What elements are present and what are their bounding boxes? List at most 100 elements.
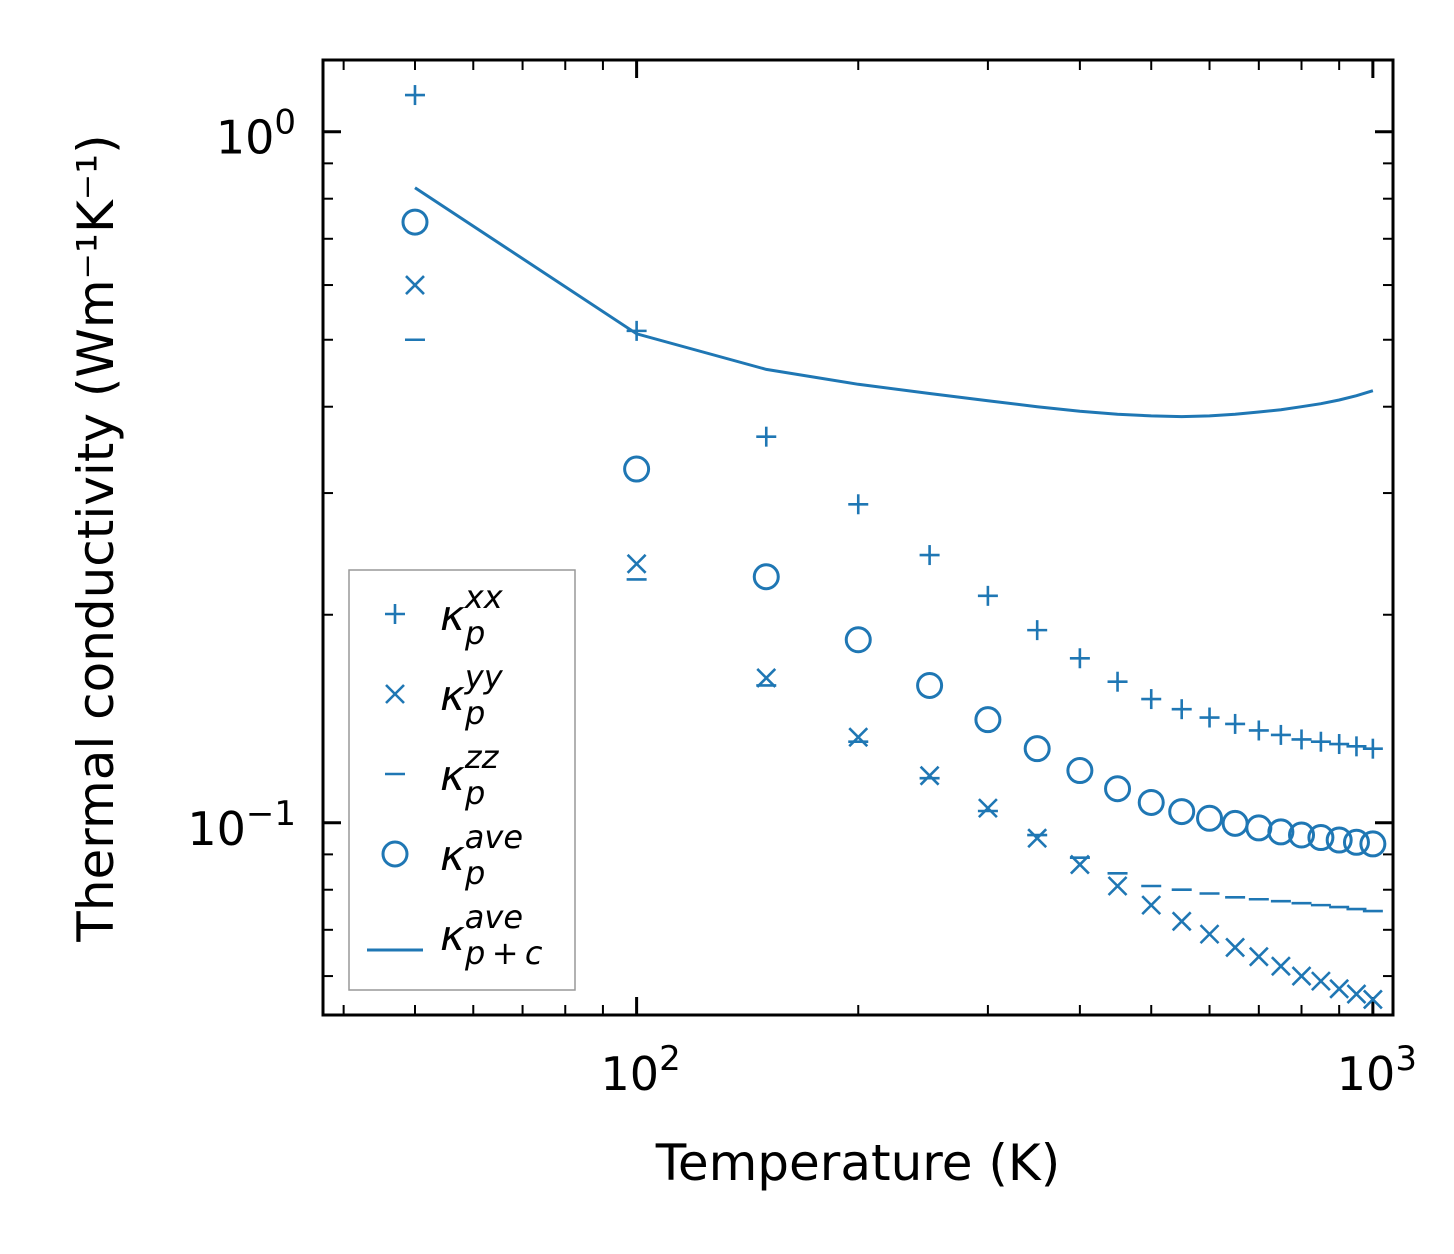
point-kappa_p_xx [1069, 648, 1090, 669]
point-kappa_p_ave [623, 455, 651, 483]
x-tick-labels: 102 10 3 [601, 1039, 1417, 1101]
point-kappa_p_xx [1027, 620, 1048, 641]
point-kappa_p_yy [848, 727, 869, 748]
point-kappa_p_yy [1107, 876, 1128, 896]
y-tick-label: 10−1 [187, 794, 296, 856]
x-stroke-b [385, 684, 405, 704]
point-kappa_p_ave [1023, 735, 1051, 763]
legend-symbol: κ [440, 591, 465, 640]
point-kappa_p_yy [1329, 978, 1350, 999]
legend-handle-x [385, 684, 405, 704]
y-tick-label: 100 [216, 103, 296, 165]
y-tick-label-exponent: −1 [246, 794, 296, 834]
x-stroke-b [1291, 966, 1312, 986]
legend-entry-kappa_p_plus_c_ave: κave p + c [367, 898, 543, 972]
point-kappa_p_xx [1362, 738, 1383, 759]
series-line-kappa_p_plus_c_ave [414, 186, 1374, 419]
x-stroke-b [1171, 911, 1192, 932]
point-kappa_p_yy [1141, 895, 1162, 916]
x-tick-label-exponent: 2 [659, 1039, 681, 1079]
legend-entry-kappa_p_yy: κyy p [385, 658, 504, 732]
point-kappa_p_ave [1267, 818, 1295, 846]
point-kappa_p_xx [1199, 707, 1220, 728]
legend-superscript: ave [465, 898, 523, 936]
legend-subscript: p [464, 854, 485, 892]
legend-subscript: p [464, 614, 485, 652]
x-stroke-b [848, 727, 869, 748]
x-stroke-b [1141, 895, 1162, 916]
point-kappa_p_xx [1270, 724, 1291, 745]
point-kappa_p_ave [1196, 804, 1224, 832]
x-stroke-b [756, 668, 777, 688]
point-kappa_p_yy [1171, 911, 1192, 932]
legend-label: κave p [440, 818, 523, 892]
point-kappa_p_yy [919, 765, 940, 786]
point-kappa_p_yy [1248, 946, 1269, 967]
point-kappa_p_yy [1362, 989, 1383, 1010]
x-stroke-b [919, 765, 940, 786]
series-kappa_p_zz [404, 338, 1383, 913]
point-kappa_p_ave [1168, 798, 1196, 826]
legend-subscript: p [464, 694, 485, 732]
point-kappa_p_ave [401, 208, 429, 236]
point-kappa_p_yy [626, 553, 647, 574]
legend-handle-plus [385, 604, 405, 624]
x-tick-label: 102 [601, 1039, 681, 1101]
x-stroke-b [1199, 924, 1220, 945]
point-kappa_p_ave [974, 706, 1002, 734]
point-kappa_p_ave [916, 671, 944, 699]
point-kappa_p_ave [1104, 775, 1132, 803]
point-kappa_p_xx [848, 494, 869, 515]
point-kappa_p_yy [1310, 971, 1331, 992]
y-tick-label-base: 10 [216, 111, 275, 165]
point-kappa_p_xx [1248, 720, 1269, 741]
legend-symbol: κ [440, 911, 465, 960]
legend-subscript: p + c [464, 934, 543, 972]
legend-symbol: κ [440, 831, 465, 880]
x-stroke-b [405, 275, 425, 295]
major-ticks [323, 60, 1393, 1015]
point-kappa_p_xx [1107, 671, 1128, 692]
x-stroke-b [1310, 971, 1331, 992]
y-tick-label-base: 10 [187, 802, 246, 856]
point-kappa_p_xx [1141, 689, 1162, 710]
point-kappa_p_ave [844, 626, 872, 654]
point-kappa_p_xx [756, 426, 777, 447]
point-kappa_p_ave [1288, 821, 1316, 849]
legend-label: κyy p [440, 658, 504, 732]
point-kappa_p_ave [1221, 809, 1249, 837]
legend-box [348, 569, 576, 991]
x-stroke-b [626, 553, 647, 574]
point-kappa_p_xx [1225, 713, 1246, 734]
series-kappa_p_yy [405, 275, 1383, 1010]
x-tick-label-base: 10 [601, 1047, 660, 1101]
legend-label: κave p + c [440, 898, 543, 972]
minor-ticks [323, 60, 1393, 1015]
legend-entry-kappa_p_xx: κxx p [385, 578, 504, 652]
point-kappa_p_ave [1342, 828, 1370, 856]
point-kappa_p_yy [977, 798, 998, 819]
plot-frame [321, 58, 1395, 1017]
point-kappa_p_xx [1329, 734, 1350, 755]
x-stroke-b [1270, 956, 1291, 977]
point-kappa_p_xx [1310, 731, 1331, 752]
series-layer [401, 85, 1387, 1010]
point-kappa_p_yy [405, 275, 425, 295]
x-stroke-b [977, 798, 998, 819]
y-axis-title: Thermal conductivity (Wm⁻¹K⁻¹) [67, 134, 125, 942]
legend-symbol: κ [440, 671, 465, 720]
x-tick-label-exponent: 3 [1395, 1039, 1417, 1079]
legend-label: κzz p [440, 738, 500, 812]
x-stroke-b [1225, 937, 1246, 958]
y-tick-label-exponent: 0 [274, 103, 296, 143]
legend-superscript: ave [465, 818, 523, 856]
x-stroke-b [1248, 946, 1269, 967]
x-axis-title: Temperature (K) [655, 1134, 1060, 1192]
x-stroke-b [1107, 876, 1128, 896]
point-kappa_p_xx [1291, 729, 1312, 750]
point-kappa_p_ave [1137, 788, 1165, 816]
point-kappa_p_ave [752, 563, 780, 591]
